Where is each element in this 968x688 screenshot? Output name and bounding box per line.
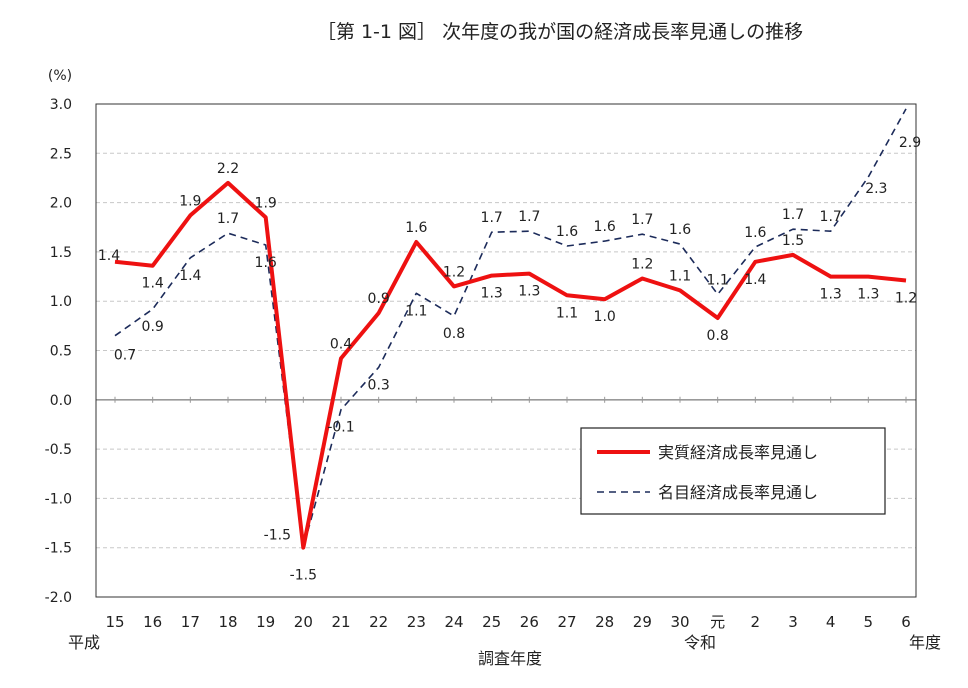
y-tick-label: 0.0 [50,393,72,409]
x-tick-label: 5 [864,613,874,631]
x-tick-label: 22 [369,613,388,631]
data-label-real: 1.4 [744,272,766,288]
x-tick-label: 3 [788,613,798,631]
data-label-nominal: -1.5 [290,568,317,584]
data-label-nominal: 2.9 [899,135,921,151]
year-suffix-label: 年度 [909,633,941,652]
y-tick-label: 1.0 [50,294,72,310]
x-tick-label: 21 [331,613,350,631]
era-label-reiwa: 令和 [684,633,716,652]
data-label-real: 1.2 [895,290,917,306]
data-label-nominal: 1.6 [594,219,616,235]
data-label-nominal: 1.4 [179,268,201,284]
y-tick-label: -0.5 [45,442,72,458]
x-tick-label: 30 [670,613,689,631]
x-tick-label: 28 [595,613,614,631]
data-label-real: 1.3 [820,287,842,303]
data-label-nominal: 1.7 [217,211,239,227]
data-label-real: 0.4 [330,336,352,352]
data-label-nominal: 0.9 [142,319,164,335]
x-tick-label: 15 [105,613,124,631]
series-lines [114,108,907,550]
legend-label-real: 実質経済成長率見通し [658,443,818,462]
data-label-nominal: 1.6 [556,224,578,240]
data-label-real: -1.5 [264,528,291,544]
x-tick-label: 18 [218,613,237,631]
y-tick-label: -1.0 [45,491,72,507]
x-tick-label: 6 [901,613,911,631]
x-tick-labels: 15 16 17 18 19 20 21 22 23 24 25 26 27 28 29 30 元 2 3 4 5 6 [105,396,911,631]
y-tick-label: 3.0 [50,97,72,113]
legend-box [580,427,886,515]
y-tick-label: 2.5 [50,146,72,162]
data-label-real: 2.2 [217,161,239,177]
data-label-nominal: 1.6 [255,255,277,271]
data-label-real: 1.5 [782,233,804,249]
data-label-nominal: 1.1 [707,272,729,288]
data-label-nominal: -0.1 [327,420,354,436]
x-tick-label: 元 [710,613,725,631]
x-tick-label: 19 [256,613,275,631]
data-label-real: 1.9 [255,195,277,211]
data-label-nominal: 0.3 [368,377,390,393]
data-label-nominal: 1.6 [669,222,691,238]
gridlines [96,152,916,549]
data-label-nominal: 0.7 [114,348,136,364]
x-tick-label: 20 [294,613,313,631]
data-label-real: 1.9 [179,193,201,209]
data-label-nominal: 1.6 [744,225,766,241]
data-label-nominal: 1.7 [631,212,653,228]
data-label-real: 0.9 [368,291,390,307]
data-label-nominal: 1.7 [518,209,540,225]
data-label-real: 1.6 [405,220,427,236]
data-label-nominal: 1.1 [405,303,427,319]
data-label-real: 1.4 [98,248,120,264]
data-label-real: 1.0 [594,309,616,325]
x-tick-label: 17 [181,613,200,631]
data-label-nominal: 1.7 [481,210,503,226]
y-tick-label: 1.5 [50,245,72,261]
legend: 実質経済成長率見通し 名目経済成長率見通し [580,427,886,515]
x-tick-label: 25 [482,613,501,631]
x-axis-title: 調査年度 [478,649,542,668]
data-label-real: 1.4 [142,276,164,292]
x-tick-label: 16 [143,613,162,631]
x-tick-label: 4 [826,613,836,631]
series-line-real [114,180,907,550]
legend-label-nominal: 名目経済成長率見通し [658,483,818,502]
x-tick-label: 23 [407,613,426,631]
data-label-nominal: 2.3 [865,181,887,197]
y-tick-label: -1.5 [45,541,72,557]
data-label-nominal: 0.8 [443,326,465,342]
data-label-nominal: 1.7 [820,209,842,225]
data-label-nominal: 1.7 [782,207,804,223]
data-label-real: 1.3 [518,284,540,300]
plot-area-frame [95,103,917,598]
x-tick-label: 27 [557,613,576,631]
chart-title: ［第 1-1 図］ 次年度の我が国の経済成長率見通しの推移 [317,21,803,43]
series-line-nominal [114,108,907,549]
data-label-real: 1.3 [481,286,503,302]
data-label-real: 1.1 [556,305,578,321]
x-tick-label: 2 [751,613,761,631]
y-tick-label: 2.0 [50,196,72,212]
y-tick-labels: 3.0 2.5 2.0 1.5 1.0 0.5 0.0 -0.5 -1.0 -1.5 -2.0 [45,97,72,606]
y-tick-label: -2.0 [45,590,72,606]
data-label-real: 1.2 [631,257,653,273]
data-label-real: 1.1 [669,268,691,284]
era-label-heisei: 平成 [68,633,100,652]
data-labels: 1.4 1.4 1.9 2.2 1.9 -1.5 0.4 0.9 1.6 1.2 1.3 1.3 1.1… [98,135,921,584]
data-label-real: 1.2 [443,264,465,280]
y-tick-label: 0.5 [50,344,72,360]
x-tick-label: 26 [520,613,539,631]
x-tick-label: 29 [633,613,652,631]
y-axis-unit: (%) [48,68,72,84]
data-label-real: 1.3 [857,287,879,303]
data-label-real: 0.8 [707,328,729,344]
x-tick-label: 24 [444,613,463,631]
